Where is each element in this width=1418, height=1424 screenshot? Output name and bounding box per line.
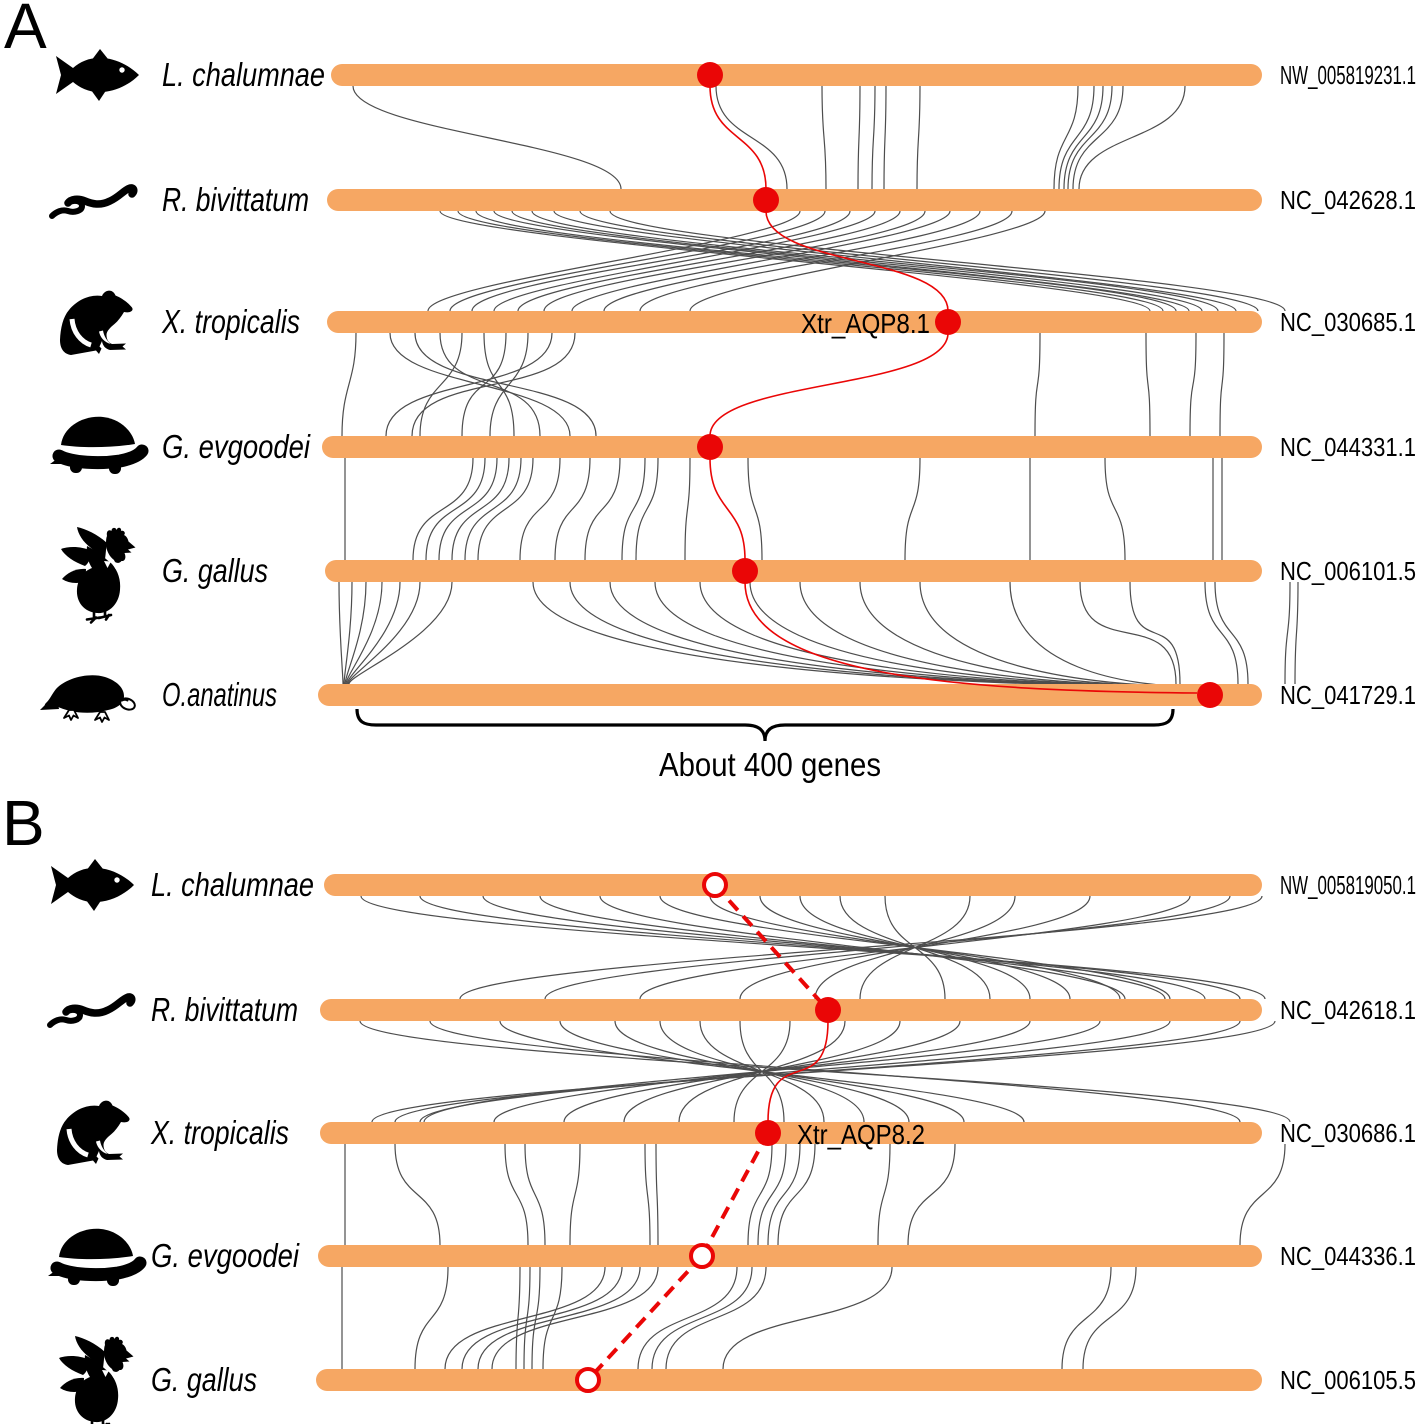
svg-text:G. gallus: G. gallus (151, 1361, 257, 1398)
svg-text:NC_042618.1: NC_042618.1 (1280, 995, 1416, 1025)
svg-text:NC_044331.1: NC_044331.1 (1280, 432, 1416, 462)
svg-text:NC_030685.1: NC_030685.1 (1280, 307, 1416, 337)
svg-text:NC_006101.5: NC_006101.5 (1280, 556, 1416, 586)
svg-text:NC_030686.1: NC_030686.1 (1280, 1118, 1416, 1148)
svg-text:Xtr_AQP8.2: Xtr_AQP8.2 (797, 1119, 925, 1150)
svg-text:G. gallus: G. gallus (162, 552, 268, 589)
svg-text:NC_042628.1: NC_042628.1 (1280, 185, 1416, 215)
svg-text:About 400 genes: About 400 genes (659, 746, 881, 783)
svg-text:Xtr_AQP8.1: Xtr_AQP8.1 (801, 308, 930, 339)
svg-text:NC_041729.1: NC_041729.1 (1280, 680, 1416, 710)
svg-text:R. bivittatum: R. bivittatum (162, 181, 309, 218)
svg-text:O.anatinus: O.anatinus (162, 676, 277, 713)
svg-text:NW_005819050.1: NW_005819050.1 (1280, 870, 1416, 900)
svg-text:NC_006105.5: NC_006105.5 (1280, 1365, 1416, 1395)
svg-text:B: B (2, 787, 45, 859)
svg-text:L. chalumnae: L. chalumnae (162, 56, 325, 93)
svg-text:G. evgoodei: G. evgoodei (162, 428, 311, 465)
svg-text:A: A (4, 0, 47, 62)
svg-text:R. bivittatum: R. bivittatum (151, 991, 298, 1028)
svg-text:G. evgoodei: G. evgoodei (151, 1237, 300, 1274)
svg-text:X. tropicalis: X. tropicalis (150, 1114, 289, 1151)
svg-text:X. tropicalis: X. tropicalis (161, 303, 300, 340)
svg-text:NC_044336.1: NC_044336.1 (1280, 1241, 1416, 1271)
svg-text:NW_005819231.1: NW_005819231.1 (1280, 60, 1416, 90)
svg-text:L. chalumnae: L. chalumnae (151, 866, 314, 903)
